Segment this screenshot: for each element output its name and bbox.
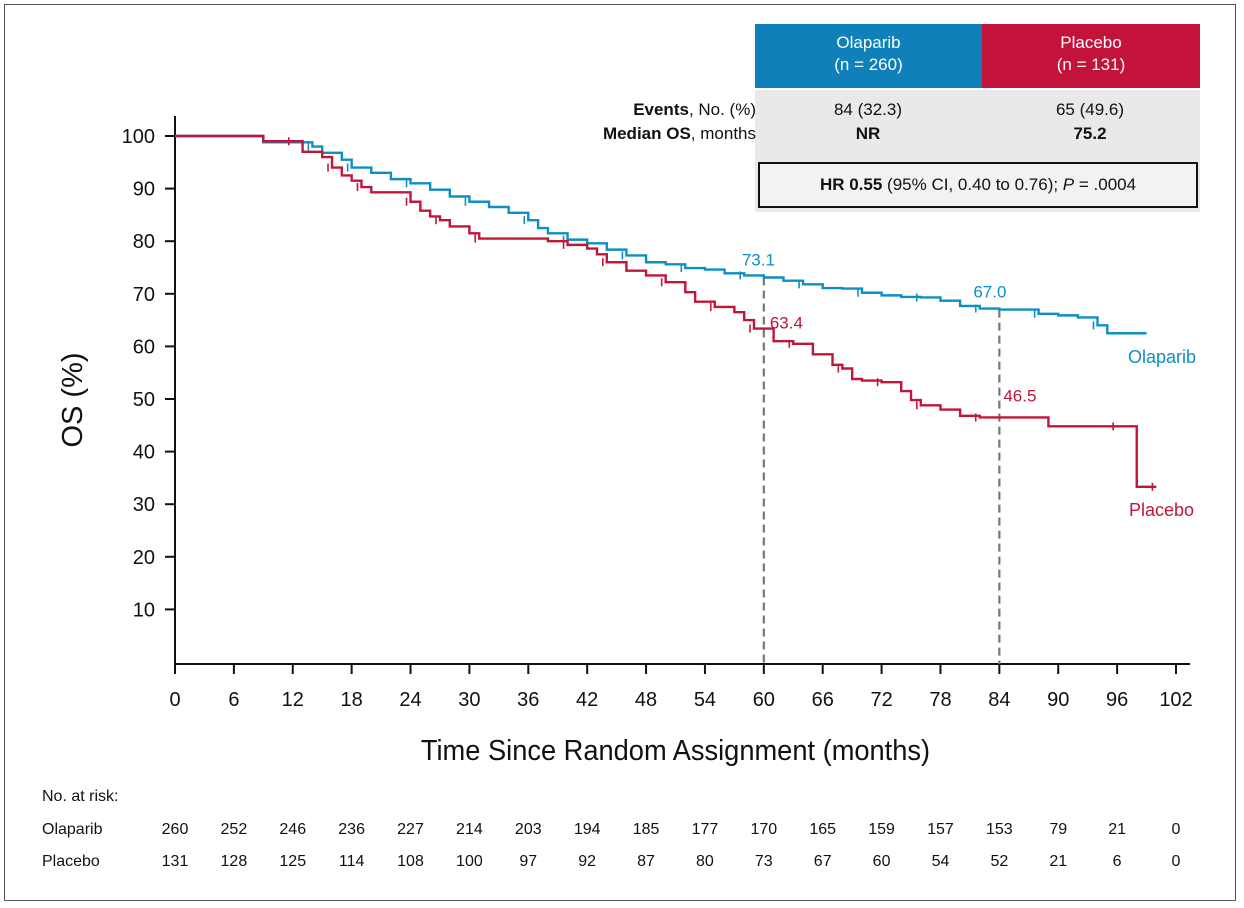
x-tick-label-30: 30 [458,689,480,711]
y-tick-label-30: 30 [133,494,155,516]
x-tick-label-60: 60 [753,689,775,711]
placebo-median: 75.2 [1073,124,1107,143]
x-tick-label-66: 66 [812,689,834,711]
at-risk-olaparib-count: 79 [1049,821,1068,838]
at-risk-olaparib-count: 21 [1108,821,1126,838]
hr-bold: HR 0.55 [819,175,883,194]
at-risk-placebo-count: 0 [1171,853,1181,870]
at-risk-placebo-count: 108 [397,853,424,870]
y-tick-label-100: 100 [122,126,155,148]
x-tick-label-72: 72 [870,689,892,711]
figure-frame [4,4,1236,901]
at-risk-placebo-count: 100 [456,853,483,870]
at-risk-placebo-count: 87 [637,853,655,870]
at-risk-placebo-count: 97 [519,853,538,870]
x-tick-label-42: 42 [576,689,598,711]
at-risk-olaparib-label: Olaparib [42,821,103,838]
hr-p-italic: P [1062,175,1075,194]
at-risk-placebo-count: 67 [813,853,832,870]
at-risk-olaparib-count: 165 [809,821,837,838]
x-axis-title: Time Since Random Assignment (months) [421,734,930,766]
y-tick-label-80: 80 [133,231,155,253]
at-risk-placebo-count: 92 [578,853,597,870]
median-row-label: Median OS, months [603,124,756,144]
olaparib-median: NR [855,124,881,143]
at-risk-olaparib-count: 203 [514,821,542,838]
placebo-header-n: (n = 131) [1056,55,1126,74]
at-risk-olaparib-count: 170 [750,821,778,838]
events-label-rest: , No. (%) [688,100,756,119]
x-tick-label-102: 102 [1159,689,1192,711]
olaparib-events: 84 (32.3) [833,100,903,119]
olaparib-series-label: Olaparib [1128,347,1196,367]
at-risk-olaparib-count: 194 [573,821,601,838]
at-risk-olaparib-count: 227 [397,821,424,838]
at-risk-placebo-count: 128 [220,853,248,870]
events-row-label: Events, No. (%) [633,100,756,120]
x-tick-label-0: 0 [169,689,180,711]
olaparib-header: Olaparib (n = 260) [755,24,982,88]
at-risk-placebo-count: 80 [696,853,714,870]
at-risk-olaparib-count: 246 [279,821,307,838]
x-tick-label-36: 36 [517,689,539,711]
at-risk-placebo-count: 131 [161,853,189,870]
median-label-bold: Median OS [602,124,691,143]
x-tick-label-18: 18 [341,689,363,711]
hr-p-value: = .0004 [1074,175,1137,194]
hazard-ratio-box: HR 0.55 (95% CI, 0.40 to 0.76); P = .000… [758,162,1198,208]
y-axis-title: OS (%) [57,352,89,447]
x-tick-label-90: 90 [1047,689,1069,711]
placebo-curve [175,134,1157,489]
at-risk-olaparib-count: 153 [985,821,1013,838]
at-risk-placebo-count: 60 [872,853,891,870]
x-tick-label-54: 54 [694,689,716,711]
at-risk-placebo-label: Placebo [42,853,100,870]
at-risk-placebo-count: 52 [990,853,1009,870]
y-tick-label-90: 90 [133,179,155,201]
x-tick-label-24: 24 [399,689,421,711]
at-risk-olaparib-count: 185 [632,821,660,838]
placebo-header-label: Placebo [1060,33,1122,52]
olaparib-header-label: Olaparib [836,33,901,52]
at-risk-placebo-count: 6 [1112,853,1122,870]
y-tick-label-40: 40 [133,442,155,464]
y-tick-label-60: 60 [133,336,155,358]
median-label-rest: , months [690,124,756,143]
at-risk-placebo-count: 114 [338,853,365,870]
hr-rest: (95% CI, 0.40 to 0.76); [882,175,1063,194]
placebo-header: Placebo (n = 131) [982,24,1200,88]
at-risk-placebo-count: 73 [754,853,773,870]
at-risk-olaparib-count: 177 [691,821,719,838]
annotation-63-4: 63.4 [770,314,803,333]
at-risk-olaparib-count: 0 [1171,821,1181,838]
at-risk-placebo-count: 125 [279,853,307,870]
at-risk-olaparib-count: 260 [161,821,189,838]
y-tick-label-70: 70 [133,284,155,306]
x-tick-label-48: 48 [635,689,657,711]
at-risk-olaparib-count: 236 [338,821,365,838]
placebo-series-label: Placebo [1129,500,1194,520]
at-risk-olaparib-count: 157 [927,821,954,838]
events-label-bold: Events [633,100,689,119]
at-risk-placebo-count: 54 [931,853,950,870]
annotation-73-1: 73.1 [742,250,775,269]
at-risk-placebo-count: 21 [1049,853,1068,870]
x-tick-label-12: 12 [282,689,304,711]
y-tick-label-50: 50 [133,389,155,411]
placebo-events: 65 (49.6) [1055,100,1125,119]
olaparib-header-n: (n = 260) [834,55,903,74]
x-tick-label-78: 78 [929,689,951,711]
x-tick-label-6: 6 [228,689,239,711]
y-tick-label-10: 10 [133,599,155,621]
y-tick-label-20: 20 [133,547,155,569]
at-risk-olaparib-count: 159 [868,821,895,838]
annotation-67-0: 67.0 [973,283,1006,302]
x-tick-label-84: 84 [988,689,1010,711]
x-tick-label-96: 96 [1106,689,1128,711]
at-risk-olaparib-count: 214 [456,821,483,838]
at-risk-olaparib-count: 252 [220,821,248,838]
at-risk-title: No. at risk: [42,788,119,805]
annotation-46-5: 46.5 [1003,386,1036,405]
